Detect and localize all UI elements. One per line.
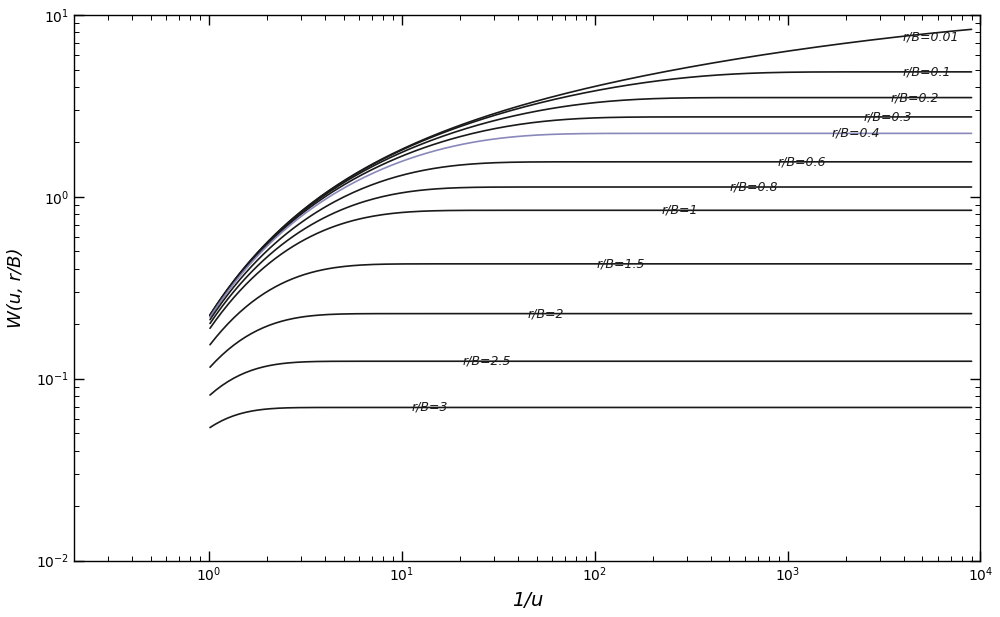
Text: r/B=2: r/B=2	[528, 307, 564, 320]
Text: r/B=0.3: r/B=0.3	[864, 110, 912, 123]
X-axis label: 1/u: 1/u	[512, 591, 543, 610]
Text: r/B=2.5: r/B=2.5	[462, 355, 511, 368]
Text: r/B=0.2: r/B=0.2	[891, 91, 939, 104]
Text: r/B=0.4: r/B=0.4	[831, 127, 880, 140]
Text: r/B=0.1: r/B=0.1	[903, 65, 951, 78]
Text: r/B=0.8: r/B=0.8	[730, 181, 779, 194]
Text: r/B=3: r/B=3	[412, 401, 448, 414]
Text: r/B=0.6: r/B=0.6	[778, 155, 826, 168]
Text: r/B=0.01: r/B=0.01	[903, 31, 959, 44]
Y-axis label: W(u, r/B): W(u, r/B)	[7, 247, 25, 328]
Text: r/B=1.5: r/B=1.5	[596, 257, 645, 270]
Text: r/B=1: r/B=1	[662, 204, 698, 217]
